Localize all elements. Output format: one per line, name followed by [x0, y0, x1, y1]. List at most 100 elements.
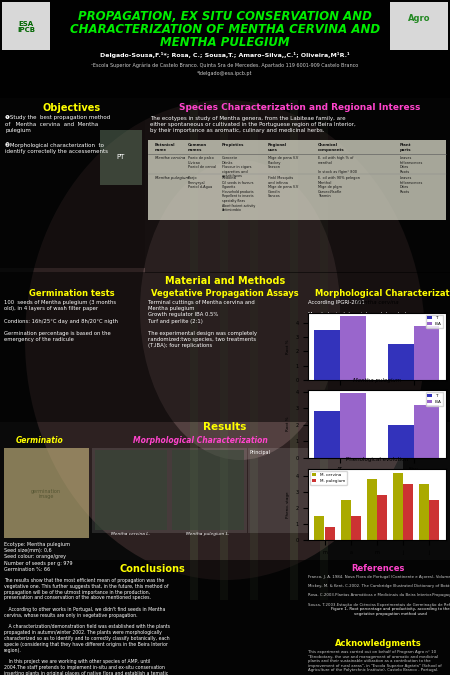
Text: ❶Study the  best propagation method
of   Mentha  cervina  and  Mentha
pulegium

: ❶Study the best propagation method of Me… — [5, 115, 110, 154]
Text: MENTHA PULEGIUM: MENTHA PULEGIUM — [160, 36, 290, 49]
Title: Phenological evolution: Phenological evolution — [346, 457, 408, 462]
Text: Plant
parts: Plant parts — [400, 143, 411, 152]
Text: Principal: Principal — [250, 450, 271, 455]
Text: Terminal cuttings of Mentha cervina and
Mentha pulegium
Growth regulator IBA 0.5: Terminal cuttings of Mentha cervina and … — [148, 300, 257, 348]
Text: ¹Escola Superior Agrária de Castelo Branco. Quinta Sra de Mercedes. Apartado 119: ¹Escola Superior Agrária de Castelo Bran… — [91, 62, 359, 68]
Bar — [290, 100, 298, 600]
Bar — [419, 484, 429, 540]
Text: Species Characterization and Regional Interess: Species Characterization and Regional In… — [179, 103, 421, 112]
Bar — [145, 98, 450, 273]
Text: Chemical
components: Chemical components — [318, 143, 345, 152]
Text: Mentha cervina: Mentha cervina — [155, 156, 185, 160]
Bar — [92, 448, 247, 533]
Bar — [2, 2, 50, 50]
Bar — [0, 0, 450, 98]
Bar — [341, 500, 351, 540]
Legend: T, IBA: T, IBA — [426, 392, 443, 406]
Bar — [315, 330, 340, 380]
Bar — [305, 560, 450, 635]
Bar — [315, 412, 340, 458]
Y-axis label: Pheno. stage: Pheno. stage — [286, 491, 290, 518]
Text: ESA
IPCB: ESA IPCB — [17, 20, 35, 34]
Bar — [100, 130, 142, 185]
Text: Material and Methods: Material and Methods — [165, 276, 285, 286]
Bar — [320, 100, 328, 600]
Bar — [4, 448, 89, 538]
Title: Mentha pulegium: Mentha pulegium — [353, 378, 401, 383]
Text: Mige de pena V.V
Plackey
Sexson: Mige de pena V.V Plackey Sexson — [268, 156, 298, 169]
Text: Mentha cervina L.: Mentha cervina L. — [112, 532, 151, 536]
Text: Mentha pulegium: Mentha pulegium — [155, 176, 189, 180]
Bar — [0, 560, 305, 675]
Text: This experiment was carried out on behalf of Program Agro n° 10 "Etnobotany, the: This experiment was carried out on behal… — [308, 650, 442, 672]
Bar — [340, 394, 366, 458]
Text: Poeio de palco
Ulvicao
Poeiol de cerval: Poeio de palco Ulvicao Poeiol de cerval — [188, 156, 216, 169]
Text: Ecotype: Mentha pulegium
Seed size(mm): 0,6
Seed colour: orange/grey
Number of s: Ecotype: Mentha pulegium Seed size(mm): … — [4, 542, 72, 572]
Text: References: References — [351, 564, 405, 573]
Title: Mentha cervina: Mentha cervina — [356, 300, 398, 305]
Y-axis label: Root %: Root % — [286, 416, 290, 431]
Bar — [403, 484, 413, 540]
Text: Common
names: Common names — [188, 143, 207, 152]
Bar — [367, 479, 377, 540]
Text: 100  seeds of Mentha pulegium (3 months
old), in 4 layers of wash filter paper

: 100 seeds of Mentha pulegium (3 months o… — [4, 300, 118, 342]
Text: Franco, J. A. 1984. Nova Flora de Portugal (Continente e Açores), Volume II. Cle: Franco, J. A. 1984. Nova Flora de Portug… — [308, 575, 450, 607]
Text: *ldelgado@esa.ipcb.pt: *ldelgado@esa.ipcb.pt — [197, 71, 253, 76]
Text: Delgado-Sousa,F.¹*; Rosa, C.; Sousa,T.; Amaro–Silva,,C.¹; Oliveira,M¹R.¹: Delgado-Sousa,F.¹*; Rosa, C.; Sousa,T.; … — [100, 52, 350, 58]
Text: Morphological Characterization: Morphological Characterization — [315, 289, 450, 298]
Bar — [190, 100, 198, 600]
Text: Results: Results — [203, 422, 247, 432]
Text: Objectives: Objectives — [43, 103, 101, 113]
Ellipse shape — [140, 160, 340, 460]
Text: Leaves
Inflorescnces
Dries
Roots: Leaves Inflorescnces Dries Roots — [400, 156, 423, 173]
Text: Propieties: Propieties — [222, 143, 244, 147]
Bar — [220, 100, 228, 600]
Text: Poejo
Pennyryal
Poeiol d-Agua: Poejo Pennyryal Poeiol d-Agua — [188, 176, 212, 189]
Bar — [390, 2, 448, 50]
Bar — [340, 316, 366, 380]
Bar — [325, 527, 335, 540]
Bar — [388, 425, 414, 458]
Text: According IPGRI-2001

Morphological descriptors elaborated
according AGRO Nº 34: According IPGRI-2001 Morphological descr… — [308, 300, 406, 323]
Text: PROPAGATION, EX SITU CONSERVATION AND: PROPAGATION, EX SITU CONSERVATION AND — [78, 10, 372, 23]
Text: E. oil with 90% pelegon
Menthol
Mige de plgm
Carveol/Isofle
Tanmin: E. oil with 90% pelegon Menthol Mige de … — [318, 176, 360, 198]
Bar — [0, 98, 145, 268]
Bar — [393, 472, 403, 540]
Text: Vegetative Propagation: Vegetative Propagation — [339, 436, 441, 445]
Bar — [95, 450, 167, 530]
Bar — [0, 272, 450, 422]
Bar — [250, 100, 258, 600]
Text: The results show that the most efficient mean of propagation was the
vegetative : The results show that the most efficient… — [4, 578, 170, 675]
Text: CHARACTERIZATION OF MENTHA CERVINA AND: CHARACTERIZATION OF MENTHA CERVINA AND — [70, 23, 380, 36]
Text: Concrete
Drinks
Flavour in cigars
cigarettes and
apéritifaves: Concrete Drinks Flavour in cigars cigare… — [222, 156, 252, 178]
Text: Botanical
name: Botanical name — [155, 143, 176, 152]
Y-axis label: Root %: Root % — [286, 339, 290, 354]
Bar — [351, 516, 361, 540]
Text: Regional
uses: Regional uses — [268, 143, 287, 152]
Bar — [305, 635, 450, 675]
Bar — [377, 495, 387, 540]
Text: germination
image: germination image — [31, 489, 61, 500]
Text: Figure 1- Root percentage and productivity, according to the
vegetative propagat: Figure 1- Root percentage and productivi… — [331, 607, 449, 616]
Text: Morphological Characterization: Morphological Characterization — [133, 436, 267, 445]
Legend: T, IBA: T, IBA — [426, 315, 443, 328]
Text: E. oil with high % of
menthol

In stock as flgim° 800: E. oil with high % of menthol In stock a… — [318, 156, 357, 173]
Bar — [414, 405, 439, 458]
Ellipse shape — [25, 100, 425, 580]
Bar — [148, 140, 446, 220]
Bar — [172, 450, 244, 530]
Text: Agro: Agro — [408, 14, 430, 23]
Text: Leaves
Inflorescnces
Dries
Roots: Leaves Inflorescnces Dries Roots — [400, 176, 423, 194]
Legend: M. cervina, M. pulegium: M. cervina, M. pulegium — [310, 471, 346, 485]
Bar — [388, 344, 414, 380]
Text: The ecotypes in study of Mentha genera, from the Labiteae family, are
either spo: The ecotypes in study of Mentha genera, … — [150, 116, 356, 134]
Bar — [248, 448, 403, 533]
Text: Mentha pulegium L.: Mentha pulegium L. — [186, 532, 230, 536]
Text: PT: PT — [117, 154, 125, 160]
Bar — [429, 500, 439, 540]
Bar — [414, 326, 439, 380]
Text: Germinatio: Germinatio — [16, 436, 64, 445]
Text: Conclusions: Conclusions — [119, 564, 185, 574]
Text: Acknowledgments: Acknowledgments — [335, 639, 421, 648]
Text: Finkl Mosquits
and infinna
Mige de pena V.V
Gondin
Sancos: Finkl Mosquits and infinna Mige de pena … — [268, 176, 298, 198]
